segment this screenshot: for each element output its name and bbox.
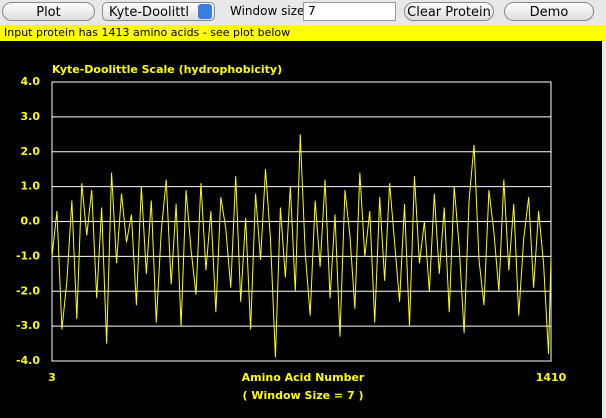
window-label: Window size: [230,4,309,18]
window-input[interactable]: 7 [303,2,396,21]
clear-button[interactable]: Clear Protein [404,2,494,21]
x-tick-label: 3 [48,371,56,384]
select-arrow [198,4,212,19]
scale-select-text: Kyte-Doolittl [109,5,190,20]
y-tick-label: -4.0 [16,354,40,367]
data-line [51,134,552,358]
chart: Kyte-Doolittle Scale (hydrophobicity) Am… [0,41,602,418]
y-tick-label: -3.0 [16,319,40,332]
plot-button[interactable]: Plot [2,2,95,21]
demo-button[interactable]: Demo Protein [504,2,594,39]
x-axis-sublabel: ( Window Size = 7 ) [243,389,364,402]
scale-select[interactable]: Kyte-Doolittl [102,2,215,21]
x-tick-label: 1410 [536,371,567,384]
y-tick-label: -2.0 [16,284,40,297]
y-tick-label: 1.0 [21,180,41,193]
y-tick-label: 2.0 [21,145,41,158]
x-axis-label: Amino Acid Number [242,371,365,384]
y-tick-label: -1.0 [16,249,40,262]
y-tick-label: 3.0 [21,110,41,123]
y-tick-label: 0.0 [21,215,41,228]
status-bar: Input protein has 1413 amino acids - see… [0,25,606,41]
y-tick-label: 4.0 [21,75,41,88]
chart-title: Kyte-Doolittle Scale (hydrophobicity) [52,63,282,76]
